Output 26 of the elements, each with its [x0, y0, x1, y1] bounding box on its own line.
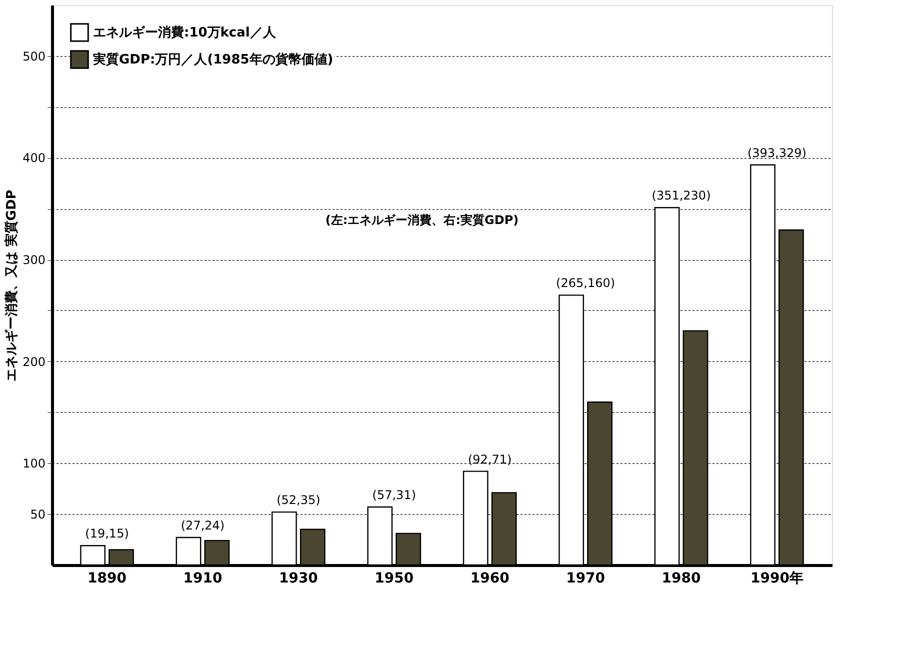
- y-tick-label: 100: [22, 456, 46, 471]
- x-tick-label: 1960: [470, 570, 510, 586]
- annotation: (27,24): [180, 518, 225, 533]
- annotation: (92,71): [468, 452, 512, 466]
- annotation: (57,31): [372, 488, 416, 502]
- legend-label: 実質GDP:万円／人(1985年の貨幣価値): [92, 52, 334, 68]
- x-tick-label: 1890: [88, 570, 127, 586]
- x-tick-label: 1910: [183, 570, 222, 586]
- x-tick-label: 1980: [662, 570, 702, 586]
- annotation: (左:エネルギー消費、右:実質GDP): [325, 213, 519, 227]
- annotation: (52,35): [276, 493, 320, 508]
- y-tick-label: 400: [22, 151, 46, 166]
- annotation: (351,230): [652, 188, 711, 203]
- x-tick-label: 1990年: [750, 570, 804, 586]
- y-tick-label: 300: [22, 253, 46, 268]
- y-tick-label: 500: [22, 49, 46, 64]
- annotation: (19,15): [85, 526, 129, 541]
- legend-label: エネルギー消費:10万kcal／人: [93, 26, 277, 40]
- x-tick-label: 1950: [374, 570, 414, 586]
- x-tick-label: 1930: [278, 570, 318, 586]
- y-tick-label: 50: [30, 508, 46, 522]
- x-tick-label: 1970: [566, 570, 606, 586]
- annotation: (393,329): [747, 146, 806, 160]
- y-tick-label: 200: [22, 354, 46, 369]
- y-axis-title: エネルギー消費、又は 実質GDP: [4, 190, 20, 382]
- annotation: (265,160): [556, 276, 616, 290]
